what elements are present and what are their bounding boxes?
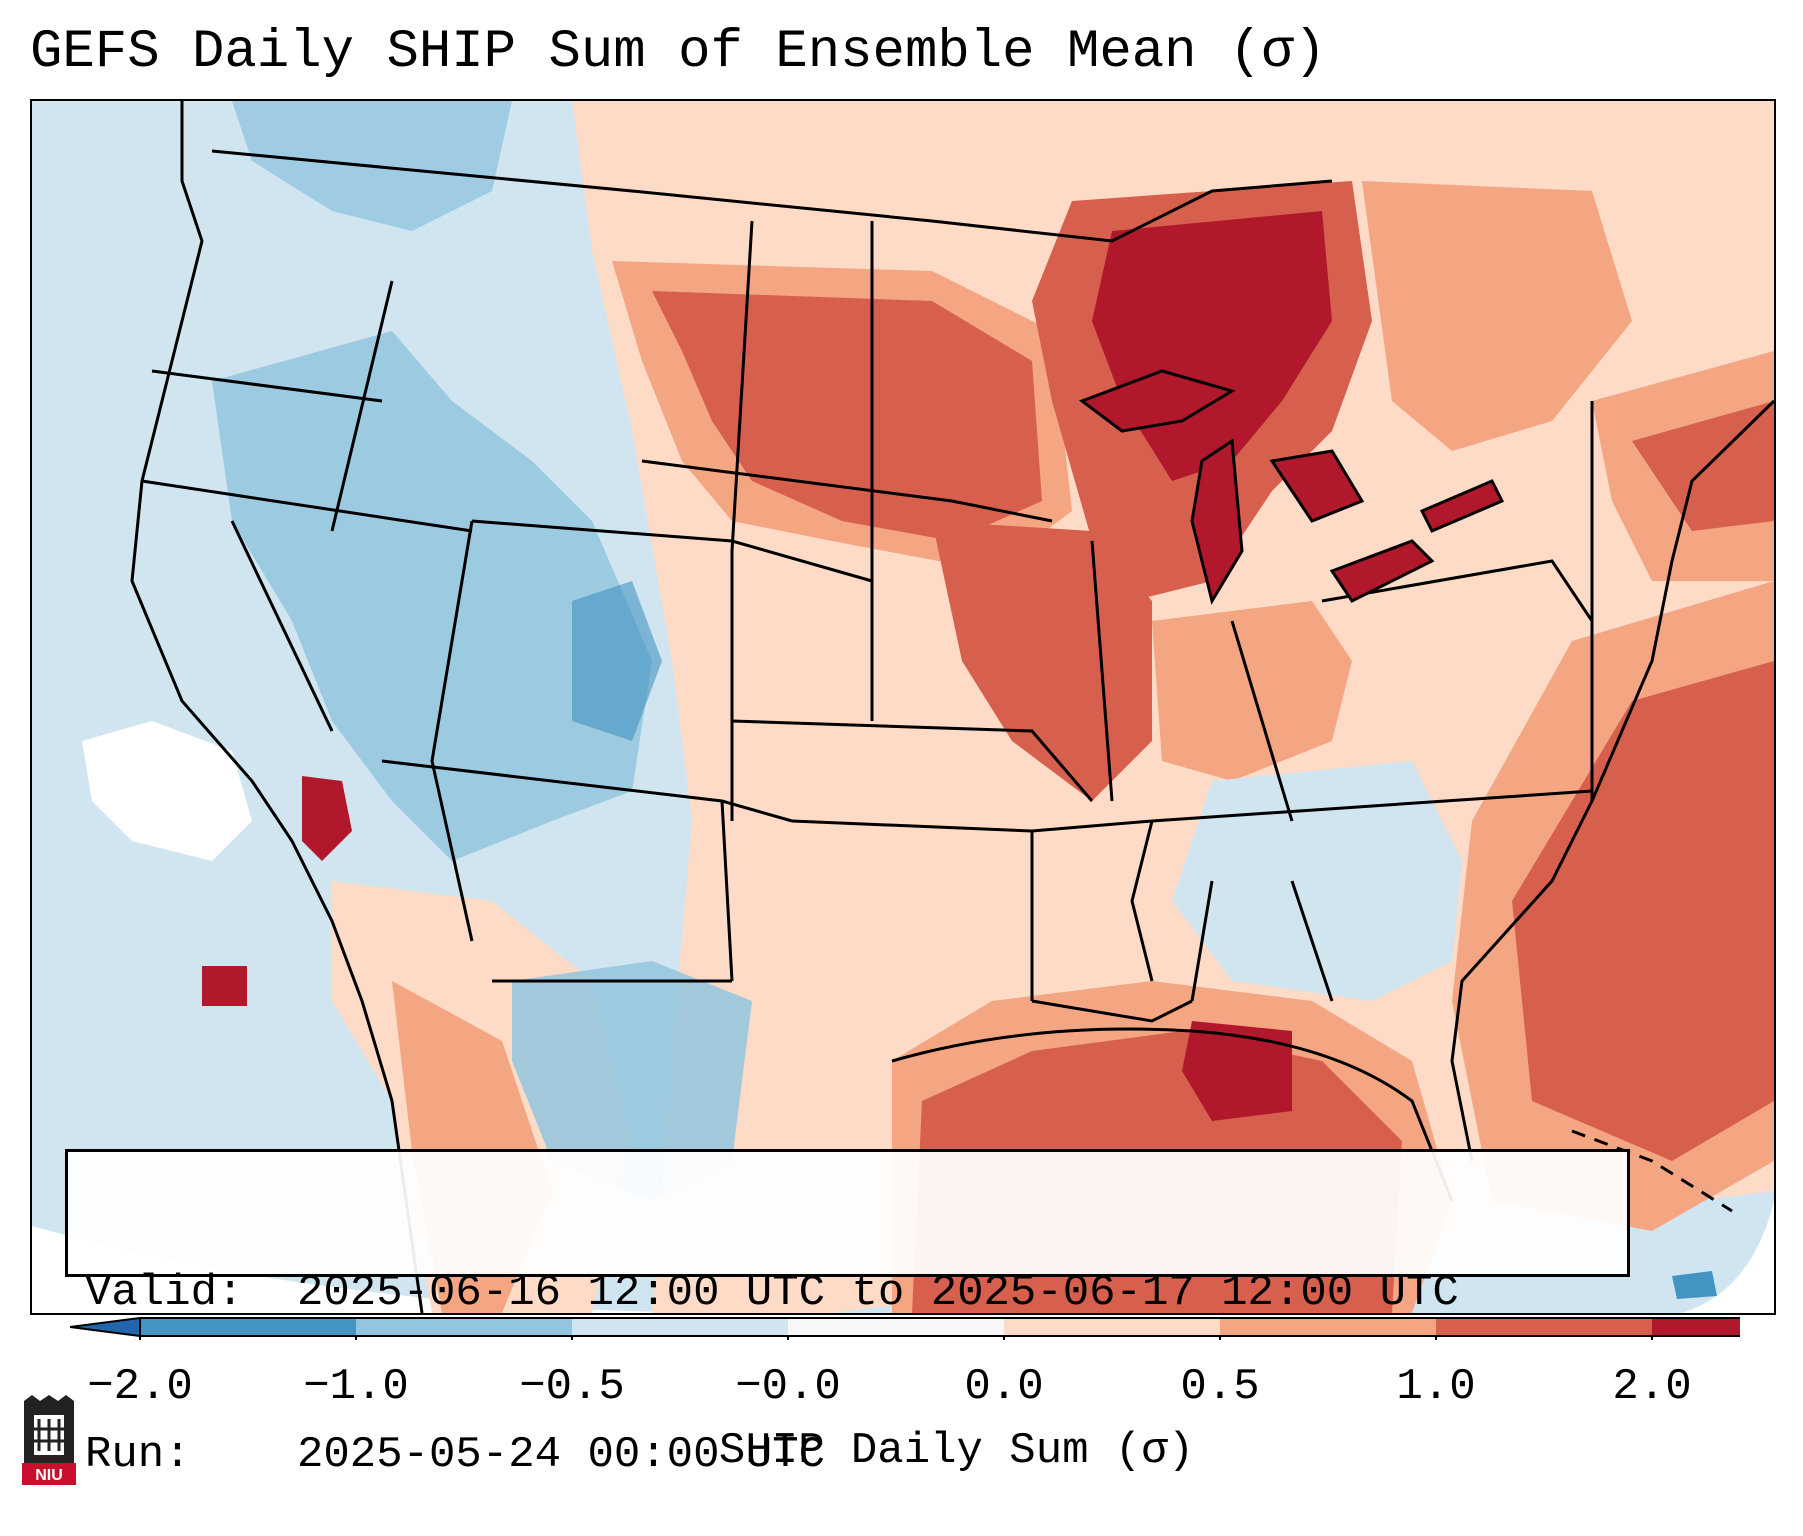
colorbar-segment <box>788 1318 1004 1336</box>
colorbar-tick-label: 1.0 <box>1396 1362 1476 1412</box>
colorbar-segment <box>1004 1318 1220 1336</box>
lake-superior <box>1078 369 1236 433</box>
run-row: Run: 2025-05-24 00:00 UTC <box>85 1428 1627 1482</box>
colorbar-segment <box>140 1318 356 1336</box>
west-coastline <box>130 101 424 1313</box>
lake-michigan <box>1190 438 1244 605</box>
colorbar-tick-label: −2.0 <box>87 1362 193 1412</box>
valid-row: Valid: 2025-06-16 12:00 UTC to 2025-06-1… <box>85 1266 1627 1320</box>
run-label: Run: <box>85 1430 191 1480</box>
colorbar <box>70 1316 1740 1340</box>
colorbar-segment <box>1652 1318 1740 1336</box>
validity-info-box: Valid: 2025-06-16 12:00 UTC to 2025-06-1… <box>65 1149 1630 1480</box>
colorbar-tick-label: −0.0 <box>735 1362 841 1412</box>
anomaly-field <box>82 101 1774 1313</box>
colorbar-tick-label: 0.0 <box>964 1362 1044 1412</box>
us-canada-border <box>211 149 1333 243</box>
colorbar-segment <box>1220 1318 1436 1336</box>
east-coastline <box>1450 800 1594 1162</box>
gulf-coastline <box>891 1027 1454 1202</box>
niu-logo-icon: NIU <box>22 1395 76 1485</box>
valid-label: Valid: <box>85 1268 244 1318</box>
colorbar-segment <box>572 1318 788 1336</box>
colorbar-segments <box>70 1316 1740 1340</box>
colorbar-tick-label: 0.5 <box>1180 1362 1260 1412</box>
map-canvas <box>32 101 1774 1313</box>
colorbar-segment <box>1436 1318 1652 1336</box>
colorbar-extend-low <box>70 1316 141 1338</box>
lake-ontario <box>1419 479 1505 533</box>
colorbar-segment <box>356 1318 572 1336</box>
colorbar-label: SHIP Daily Sum (σ) <box>718 1426 1195 1476</box>
lake-erie <box>1329 539 1435 603</box>
lake-huron <box>1269 449 1365 523</box>
boundaries <box>130 101 1774 1313</box>
colorbar-tick-label: −1.0 <box>303 1362 409 1412</box>
run-value: 2025-05-24 00:00 UTC <box>297 1430 826 1480</box>
outside-domain <box>32 1226 732 1313</box>
outside-domain-east <box>1682 1201 1774 1313</box>
great-lakes <box>1078 369 1505 605</box>
valid-value: 2025-06-16 12:00 UTC to 2025-06-17 12:00… <box>297 1268 1459 1318</box>
caribbean-islands <box>1571 1129 1733 1213</box>
colorbar-tick-label: −0.5 <box>519 1362 625 1412</box>
colorbar-tick-label: 2.0 <box>1612 1362 1692 1412</box>
chart-title: GEFS Daily SHIP Sum of Ensemble Mean (σ) <box>30 22 1327 83</box>
logo-text: NIU <box>35 1467 63 1484</box>
map-panel <box>30 99 1776 1315</box>
logo-band <box>22 1463 76 1485</box>
